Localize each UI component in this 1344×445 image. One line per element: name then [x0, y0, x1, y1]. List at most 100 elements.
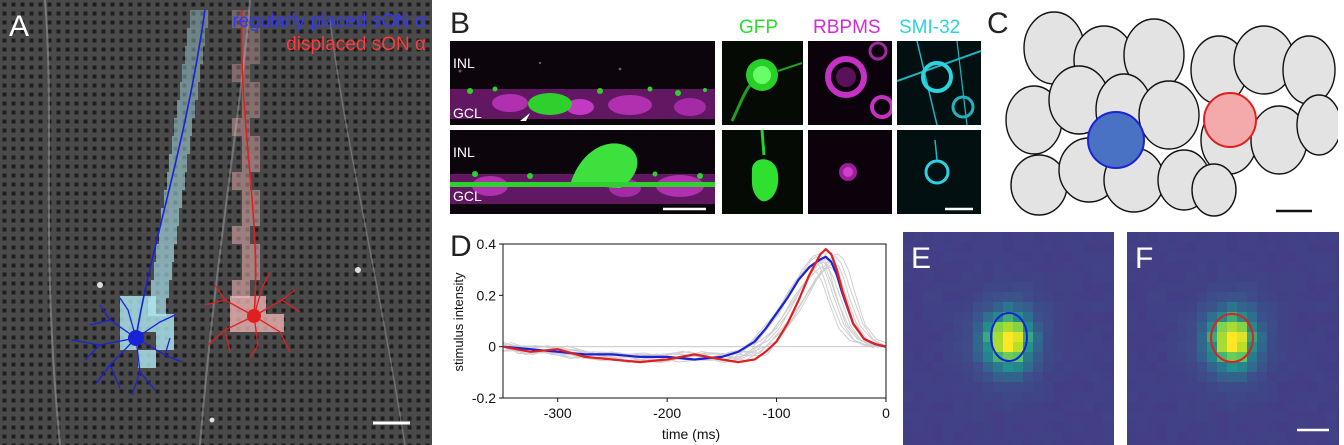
heatmap-cell [1063, 252, 1073, 262]
heatmap-cell [943, 292, 953, 302]
heatmap-cell [953, 322, 963, 332]
heatmap-cell [1137, 302, 1147, 312]
heatmap-cell [1287, 292, 1297, 302]
heatmap-cell [1043, 272, 1053, 282]
heatmap-cell [1033, 402, 1043, 412]
heatmap-cell [1013, 412, 1023, 422]
heatmap-cell [1327, 342, 1337, 352]
heatmap-cell [1327, 442, 1337, 445]
heatmap-cell [1227, 322, 1237, 332]
heatmap-cell [1227, 382, 1237, 392]
heatmap-cell [1137, 342, 1147, 352]
heatmap-cell [1113, 352, 1114, 362]
heatmap-cell [983, 422, 993, 432]
heatmap-cell [1103, 282, 1113, 292]
heatmap-cell [1317, 332, 1327, 342]
heatmap-cell [1103, 302, 1113, 312]
heatmap-cell [1237, 392, 1247, 402]
heatmap-cell [1043, 442, 1053, 445]
heatmap-cell [1043, 342, 1053, 352]
heatmap-cell [1297, 262, 1307, 272]
heatmap-cell [1187, 232, 1197, 242]
heatmap-cell [903, 242, 913, 252]
heatmap-cell [1337, 232, 1339, 242]
heatmap-cell [1257, 292, 1267, 302]
heatmap-cell [963, 312, 973, 322]
heatmap-cell [903, 232, 913, 242]
heatmap-cell [953, 432, 963, 442]
heatmap-cell [1187, 402, 1197, 412]
heatmap-cell [953, 232, 963, 242]
heatmap-cell [1043, 432, 1053, 442]
heatmap-cell [963, 382, 973, 392]
heatmap-cell [923, 232, 933, 242]
heatmap-cell [1083, 332, 1093, 342]
heatmap-cell [1127, 252, 1137, 262]
heatmap-cell [1093, 292, 1103, 302]
heatmap-cell [1083, 342, 1093, 352]
heatmap-cell [1033, 312, 1043, 322]
heatmap-cell [913, 262, 923, 272]
heatmap-cell [1157, 382, 1167, 392]
heatmap-cell [1197, 232, 1207, 242]
heatmap-cell [933, 382, 943, 392]
heatmap-cell [1023, 302, 1033, 312]
heatmap-cell [1297, 412, 1307, 422]
heatmap-cell [903, 412, 913, 422]
series-line-1 [502, 247, 887, 364]
heatmap-cell [1053, 352, 1063, 362]
heatmap-cell [1113, 392, 1114, 402]
heatmap-cell [1217, 342, 1227, 352]
heatmap-cell [1093, 242, 1103, 252]
heatmap-cell [1073, 292, 1083, 302]
heatmap-cell [1063, 262, 1073, 272]
heatmap-cell [1277, 302, 1287, 312]
heatmap-cell [933, 282, 943, 292]
heatmap-cell [1297, 242, 1307, 252]
heatmap-cell [1043, 292, 1053, 302]
heatmap-cell [953, 252, 963, 262]
heatmap-cell [1317, 252, 1327, 262]
heatmap-cell [1277, 432, 1287, 442]
heatmap-cell [1327, 312, 1337, 322]
heatmap-cell [1267, 362, 1277, 372]
heatmap-cell [1033, 412, 1043, 422]
heatmap-cell [1237, 332, 1247, 342]
heatmap-cell [1187, 392, 1197, 402]
heatmap-cell [1023, 262, 1033, 272]
heatmap-cell [1247, 442, 1257, 445]
heatmap-cell [913, 322, 923, 332]
heatmap-cell [1207, 302, 1217, 312]
heatmap-cell [1157, 402, 1167, 412]
heatmap-cell [973, 372, 983, 382]
heatmap-cell [1147, 412, 1157, 422]
heatmap-cell [1307, 382, 1317, 392]
heatmap-cell [1177, 322, 1187, 332]
heatmap-cell [933, 342, 943, 352]
heatmap-cell [1063, 312, 1073, 322]
heatmap-cell [1127, 312, 1137, 322]
heatmap-cell [1317, 442, 1327, 445]
heatmap-cell [1127, 382, 1137, 392]
heatmap-cell [943, 412, 953, 422]
heatmap-cell [923, 282, 933, 292]
heatmap-cell [1257, 272, 1267, 282]
heatmap-cell [1063, 402, 1073, 412]
heatmap-cell [1157, 232, 1167, 242]
heatmap-cell [1053, 302, 1063, 312]
heatmap-cell [1237, 432, 1247, 442]
heatmap-cell [1327, 432, 1337, 442]
heatmap-cell [1023, 422, 1033, 432]
heatmap-cell [1013, 262, 1023, 272]
heatmap-cell [1113, 262, 1114, 272]
heatmap-cell [973, 442, 983, 445]
heatmap-cell [993, 342, 1003, 352]
heatmap-cell [1167, 352, 1177, 362]
heatmap-cell [1043, 322, 1053, 332]
heatmap-cell [1043, 232, 1053, 242]
heatmap-cell [1257, 312, 1267, 322]
heatmap-cell [1307, 392, 1317, 402]
heatmap-cell [1103, 262, 1113, 272]
heatmap-cell [993, 372, 1003, 382]
heatmap-cell [1327, 382, 1337, 392]
